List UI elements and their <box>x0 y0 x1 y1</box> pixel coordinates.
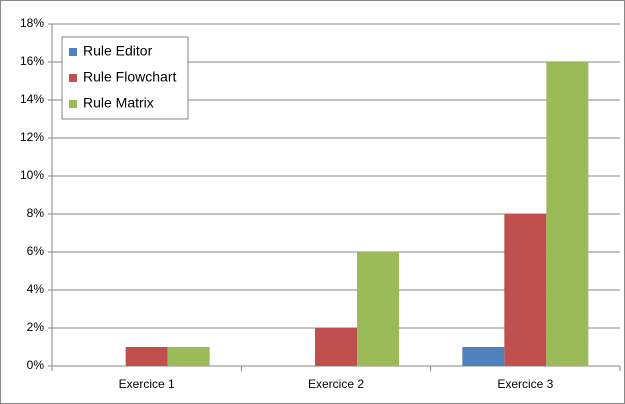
legend-box <box>61 36 189 120</box>
bar <box>357 252 399 366</box>
legend-swatch <box>69 48 77 56</box>
legend-label: Rule Matrix <box>83 95 154 111</box>
legend-swatch <box>69 100 77 108</box>
y-tick-label: 8% <box>27 206 45 220</box>
bar <box>546 62 589 366</box>
y-tick-label: 10% <box>20 168 44 182</box>
y-tick-label: 18% <box>20 16 44 30</box>
y-tick-label: 4% <box>27 282 45 296</box>
y-tick-label: 12% <box>20 130 44 144</box>
y-tick-label: 6% <box>27 244 45 258</box>
bar <box>462 347 505 366</box>
y-tick-label: 2% <box>27 320 45 334</box>
bar <box>167 347 210 366</box>
y-tick-label: 14% <box>20 92 44 106</box>
y-tick-label: 0% <box>27 358 45 372</box>
legend-swatch <box>69 74 77 82</box>
legend-label: Rule Editor <box>83 43 153 59</box>
x-tick-label: Exercice 3 <box>497 377 553 391</box>
bar <box>125 347 168 366</box>
x-tick-label: Exercice 1 <box>119 377 175 391</box>
x-tick-label: Exercice 2 <box>308 377 364 391</box>
bar <box>504 214 547 366</box>
bar <box>315 328 357 366</box>
legend-label: Rule Flowchart <box>83 69 176 85</box>
y-tick-label: 16% <box>20 54 44 68</box>
